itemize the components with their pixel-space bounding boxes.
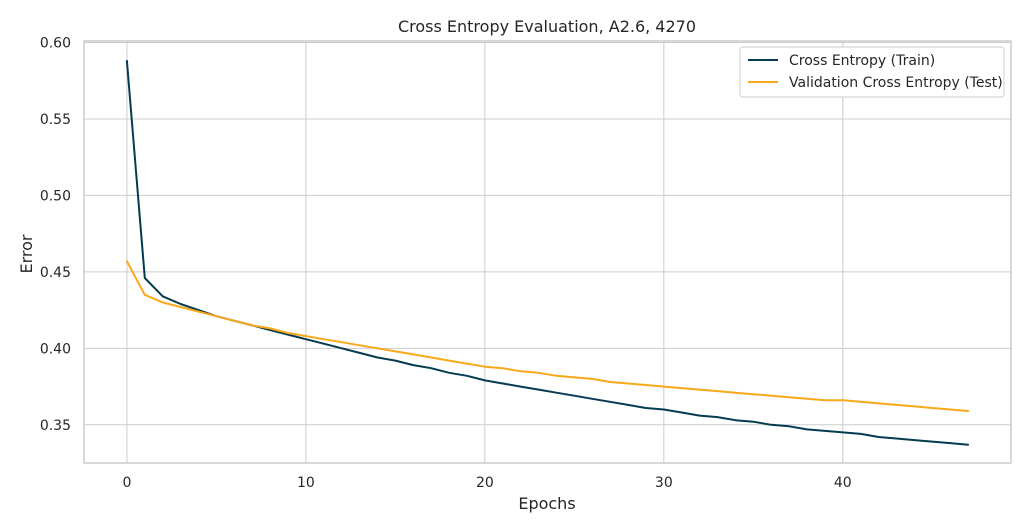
plot-background bbox=[84, 41, 1011, 463]
chart-title: Cross Entropy Evaluation, A2.6, 4270 bbox=[398, 17, 696, 36]
series-line-test bbox=[125, 260, 970, 412]
x-tick-label: 40 bbox=[834, 475, 852, 491]
y-tick-label: 0.60 bbox=[40, 36, 71, 52]
y-axis-label: Error bbox=[17, 234, 36, 273]
ticks: 0 10 20 30 40 0.35 0.40 0.45 0.50 0.55 0.60 bbox=[40, 36, 852, 491]
legend-label-train: Cross Entropy (Train) bbox=[789, 53, 935, 69]
legend: Cross Entropy (Train) Validation Cross E… bbox=[739, 46, 1005, 98]
y-tick-label: 0.35 bbox=[40, 418, 71, 434]
legend-box bbox=[739, 46, 1005, 98]
legend-label-test: Validation Cross Entropy (Test) bbox=[789, 75, 1003, 91]
x-axis-label: Epochs bbox=[518, 494, 575, 513]
y-tick-label: 0.55 bbox=[40, 112, 71, 128]
x-tick-label: 0 bbox=[122, 475, 131, 491]
x-tick-label: 20 bbox=[476, 475, 494, 491]
series-line-train bbox=[125, 59, 970, 446]
x-tick-label: 30 bbox=[655, 475, 673, 491]
plot-frame bbox=[83, 40, 1012, 464]
y-tick-label: 0.40 bbox=[40, 341, 71, 357]
y-tick-label: 0.45 bbox=[40, 265, 71, 281]
series-layer bbox=[125, 59, 970, 446]
grid bbox=[84, 41, 1011, 463]
y-tick-label: 0.50 bbox=[40, 188, 71, 204]
x-tick-label: 10 bbox=[297, 475, 315, 491]
